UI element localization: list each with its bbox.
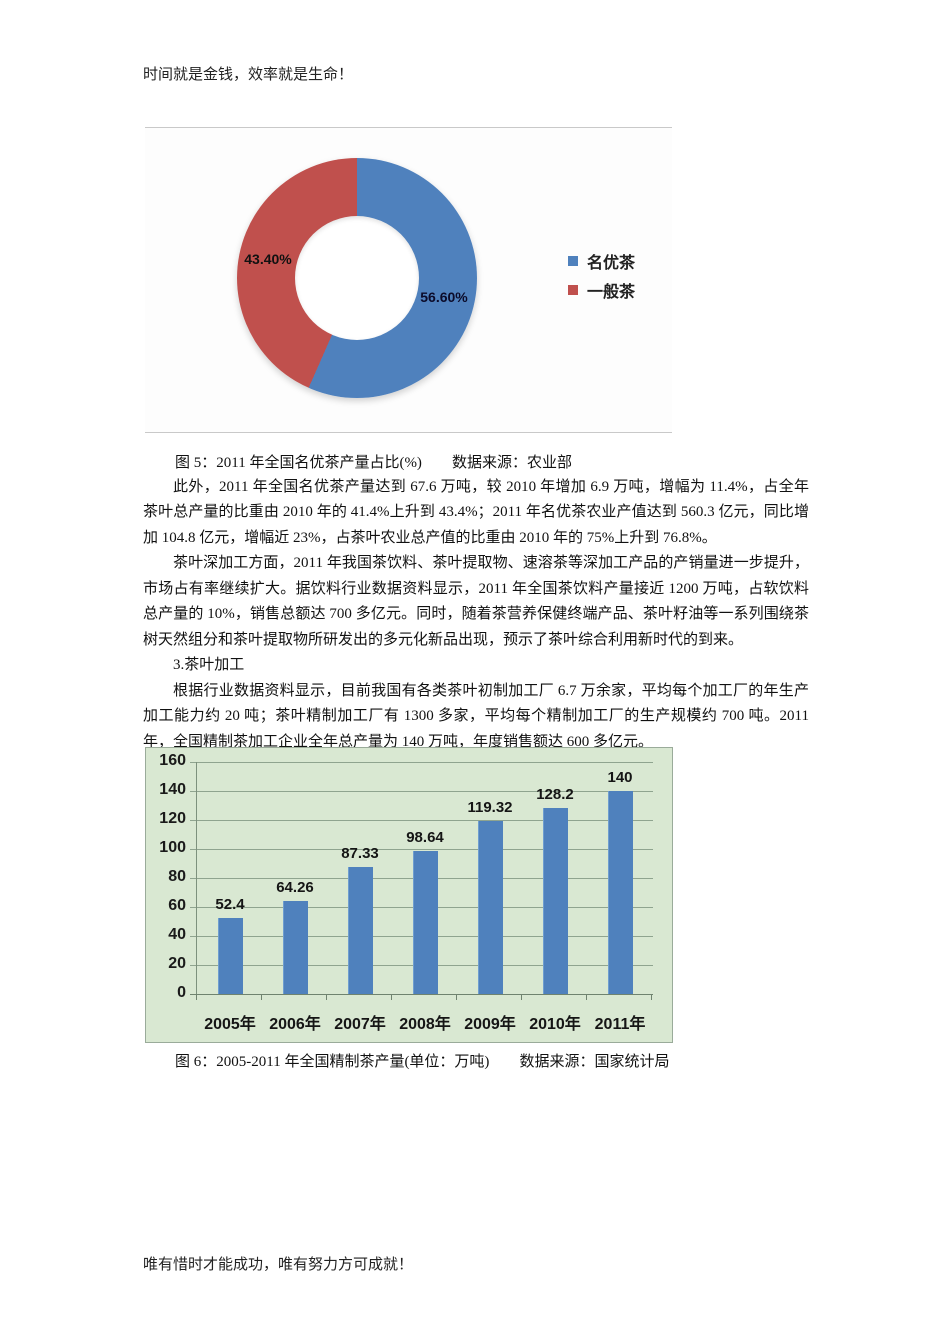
x-axis-category-label: 2009年 xyxy=(464,1016,516,1033)
legend-label: 一般茶 xyxy=(587,283,636,301)
bar xyxy=(477,820,503,994)
gridline xyxy=(190,820,653,821)
gridline xyxy=(190,762,653,763)
header-slogan: 时间就是金钱，效率就是生命！ xyxy=(143,67,354,83)
donut-hole xyxy=(295,216,419,340)
figure6-source: 数据来源：国家统计局 xyxy=(519,1054,670,1070)
figure5-donut-chart: 43.40% 56.60% 名优茶 一般茶 xyxy=(145,127,672,433)
y-axis-tick-label: 0 xyxy=(177,984,186,1001)
bar-value-label: 64.26 xyxy=(276,878,314,896)
x-axis-category-label: 2010年 xyxy=(529,1016,581,1033)
paragraph-3: 根据行业数据资料显示，目前我国有各类茶叶初制加工厂 6.7 万余家，平均每个加工… xyxy=(143,682,809,750)
body-text: 此外，2011 年全国名优茶产量达到 67.6 万吨，较 2010 年增加 6.… xyxy=(143,449,809,755)
figure6-caption: 图 6：2005-2011 年全国精制茶产量(单位：万吨) 数据来源：国家统计局 xyxy=(175,1050,669,1071)
slice-label-blue: 56.60% xyxy=(420,289,468,305)
figure6-caption-text: 图 6：2005-2011 年全国精制茶产量(单位：万吨) xyxy=(175,1054,490,1070)
bar xyxy=(412,850,438,994)
paragraph-2: 茶叶深加工方面，2011 年我国茶饮料、茶叶提取物、速溶茶等深加工产品的产销量进… xyxy=(143,555,809,648)
bar xyxy=(607,791,633,994)
bar xyxy=(217,918,243,994)
figure6-bar-chart: 0 20 40 60 80 100 120 140 160 52.4 2005年 64.26 2006年… xyxy=(145,747,673,1043)
x-axis-tick xyxy=(326,995,327,1000)
x-axis-tick xyxy=(651,995,652,1000)
slice-label-red: 43.40% xyxy=(244,251,292,267)
y-axis-tick-label: 100 xyxy=(159,839,186,856)
bar-value-label: 140 xyxy=(607,769,633,786)
y-axis-line xyxy=(196,762,197,994)
y-axis-tick-label: 80 xyxy=(168,868,186,885)
paragraph-1: 此外，2011 年全国名优茶产量达到 67.6 万吨，较 2010 年增加 6.… xyxy=(143,478,809,546)
caption-line-spacer xyxy=(143,449,809,475)
y-axis-tick-label: 140 xyxy=(159,781,186,798)
donut-ring xyxy=(237,158,477,398)
legend-item: 一般茶 xyxy=(568,275,635,304)
x-axis-line xyxy=(190,994,653,995)
x-axis-category-label: 2006年 xyxy=(269,1016,321,1033)
bar-value-label: 52.4 xyxy=(215,896,245,914)
bar xyxy=(542,808,568,994)
x-axis-tick xyxy=(586,995,587,1000)
legend-swatch-blue-icon xyxy=(568,255,578,266)
bar-value-label: 98.64 xyxy=(406,828,444,846)
x-axis-category-label: 2008年 xyxy=(399,1016,451,1033)
legend-swatch-red-icon xyxy=(568,284,578,295)
figure5-caption-text: 图 5：2011 年全国名优茶产量占比(%) xyxy=(175,455,422,471)
x-axis-category-label: 2005年 xyxy=(204,1016,256,1033)
section-heading-3: 3.茶叶加工 xyxy=(173,657,245,673)
x-axis-tick xyxy=(456,995,457,1000)
gridline xyxy=(190,791,653,792)
x-axis-tick xyxy=(391,995,392,1000)
legend-label: 名优茶 xyxy=(587,254,636,272)
footer-slogan: 唯有惜时才能成功，唯有努力方可成就！ xyxy=(143,1257,414,1273)
chart-legend: 名优茶 一般茶 xyxy=(568,246,635,304)
x-axis-category-label: 2007年 xyxy=(334,1016,386,1033)
x-axis-tick xyxy=(261,995,262,1000)
y-axis-tick-label: 60 xyxy=(168,897,186,914)
gridline xyxy=(190,849,653,850)
figure5-source: 数据来源：农业部 xyxy=(451,455,572,471)
y-axis-tick-label: 20 xyxy=(168,955,186,972)
x-axis-tick xyxy=(521,995,522,1000)
bar-value-label: 87.33 xyxy=(341,845,379,863)
y-axis-tick-label: 160 xyxy=(159,752,186,769)
bar-value-label: 119.32 xyxy=(467,798,513,816)
y-axis-tick-label: 120 xyxy=(159,810,186,827)
bar xyxy=(347,867,373,994)
figure5-caption: 图 5：2011 年全国名优茶产量占比(%) 数据来源：农业部 xyxy=(175,451,572,472)
legend-item: 名优茶 xyxy=(568,246,635,275)
bar-value-label: 128.2 xyxy=(536,786,574,804)
y-axis-tick-label: 40 xyxy=(168,926,186,943)
bar xyxy=(282,900,308,994)
x-axis-category-label: 2011年 xyxy=(594,1016,646,1033)
x-axis-tick xyxy=(196,995,197,1000)
